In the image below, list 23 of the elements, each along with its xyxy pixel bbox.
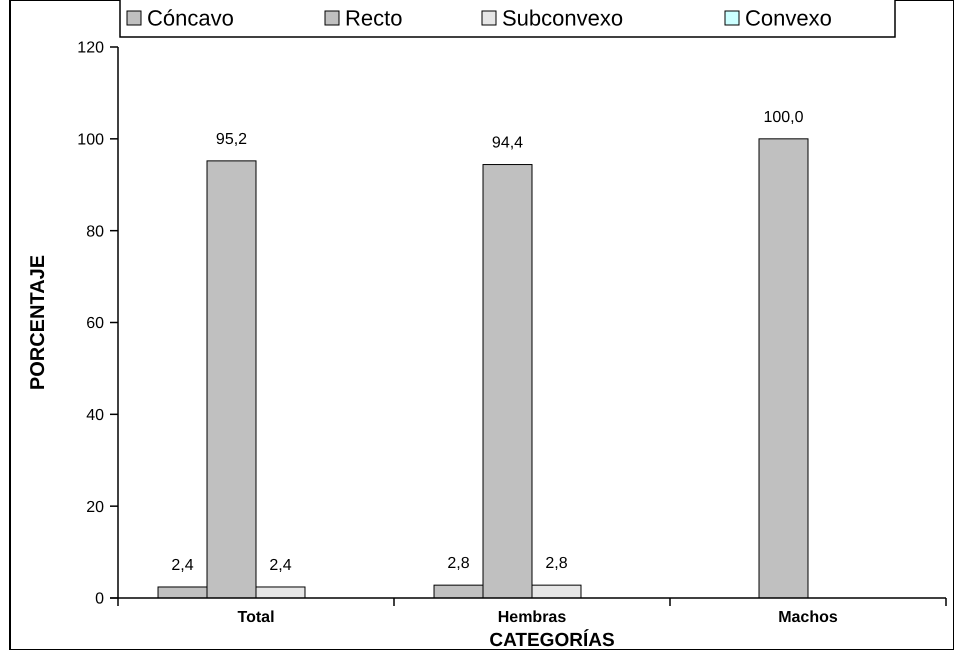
y-axis-title: PORCENTAJE xyxy=(27,254,49,390)
legend-label: Cóncavo xyxy=(147,6,234,31)
data-label: 95,2 xyxy=(216,130,248,148)
y-tick-label: 120 xyxy=(77,40,104,57)
x-tick-label: Machos xyxy=(778,609,838,626)
legend-label: Recto xyxy=(345,6,402,31)
y-tick-label: 0 xyxy=(95,590,104,608)
x-axis-title: CATEGORÍAS xyxy=(489,629,615,650)
y-tick-label: 20 xyxy=(86,498,104,516)
x-tick-label: Total xyxy=(237,609,275,626)
y-tick-label: 80 xyxy=(86,223,104,240)
legend-label: Subconvexo xyxy=(502,6,624,31)
data-label: 2,8 xyxy=(545,555,568,572)
y-tick-label: 40 xyxy=(86,406,104,424)
legend-label: Convexo xyxy=(745,6,832,31)
data-label: 2,4 xyxy=(171,556,194,574)
data-label: 2,4 xyxy=(269,556,292,574)
y-tick-label: 60 xyxy=(86,315,104,332)
data-label: 100,0 xyxy=(763,108,804,126)
y-tick-label: 100 xyxy=(77,131,104,148)
data-label: 94,4 xyxy=(492,134,524,152)
x-tick-label: Hembras xyxy=(498,609,566,626)
data-label: 2,8 xyxy=(447,555,470,572)
